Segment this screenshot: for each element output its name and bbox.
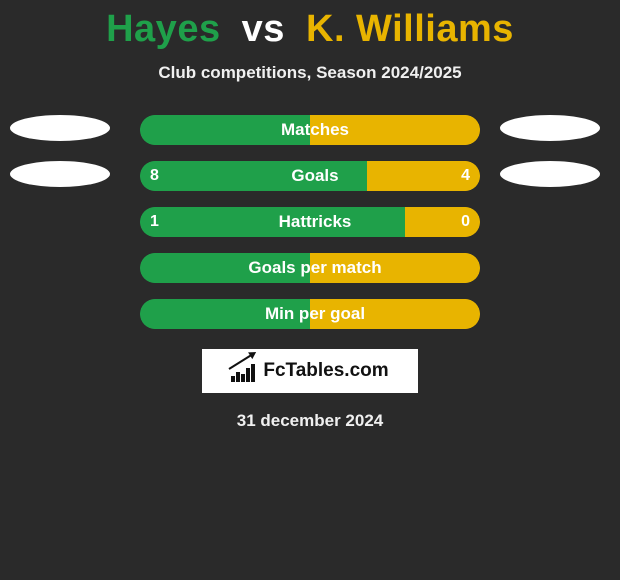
bar-fill-left — [140, 299, 310, 329]
bar-fill-left — [140, 253, 310, 283]
logo-bar-icon — [236, 372, 240, 382]
page-title: Hayes vs K. Williams — [0, 8, 620, 51]
logo-bar-icon — [251, 364, 255, 382]
bar-fill-right — [310, 115, 480, 145]
stat-value-left: 8 — [150, 161, 159, 191]
stat-bar: Hattricks — [140, 207, 480, 237]
player2-name: K. Williams — [306, 8, 514, 50]
stat-bar: Matches — [140, 115, 480, 145]
bar-fill-left — [140, 115, 310, 145]
bar-fill-left — [140, 161, 367, 191]
stat-value-right: 0 — [461, 207, 470, 237]
logo-chart-icon — [231, 360, 257, 382]
player1-name: Hayes — [106, 8, 220, 50]
stat-value-right: 4 — [461, 161, 470, 191]
stat-value-left: 1 — [150, 207, 159, 237]
value-bubble-left — [10, 161, 110, 187]
stat-row-goals: Goals8 4 — [0, 161, 620, 191]
stat-bar: Goals per match — [140, 253, 480, 283]
logo-text: FcTables.com — [263, 360, 388, 382]
stat-row-hattricks: Hattricks1 0 — [0, 207, 620, 237]
logo-bar-icon — [241, 374, 245, 382]
comparison-card: Hayes vs K. Williams Club competitions, … — [0, 0, 620, 431]
fctables-logo: FcTables.com — [202, 349, 418, 393]
subtitle: Club competitions, Season 2024/2025 — [0, 63, 620, 83]
logo-bar-icon — [246, 368, 250, 382]
bar-fill-right — [310, 253, 480, 283]
stat-bar: Min per goal — [140, 299, 480, 329]
value-bubble-left — [10, 115, 110, 141]
stat-row-matches: Matches — [0, 115, 620, 145]
footer-date: 31 december 2024 — [0, 411, 620, 431]
stat-rows: Matches Goals8 4 Hattricks1 0 Goals per match… — [0, 115, 620, 329]
stat-row-min-per-goal: Min per goal — [0, 299, 620, 329]
logo-bar-icon — [231, 376, 235, 382]
stat-row-goals-per-match: Goals per match — [0, 253, 620, 283]
stat-bar: Goals — [140, 161, 480, 191]
value-bubble-right — [500, 161, 600, 187]
bar-fill-left — [140, 207, 405, 237]
bar-fill-right — [310, 299, 480, 329]
value-bubble-right — [500, 115, 600, 141]
vs-separator: vs — [242, 8, 285, 50]
